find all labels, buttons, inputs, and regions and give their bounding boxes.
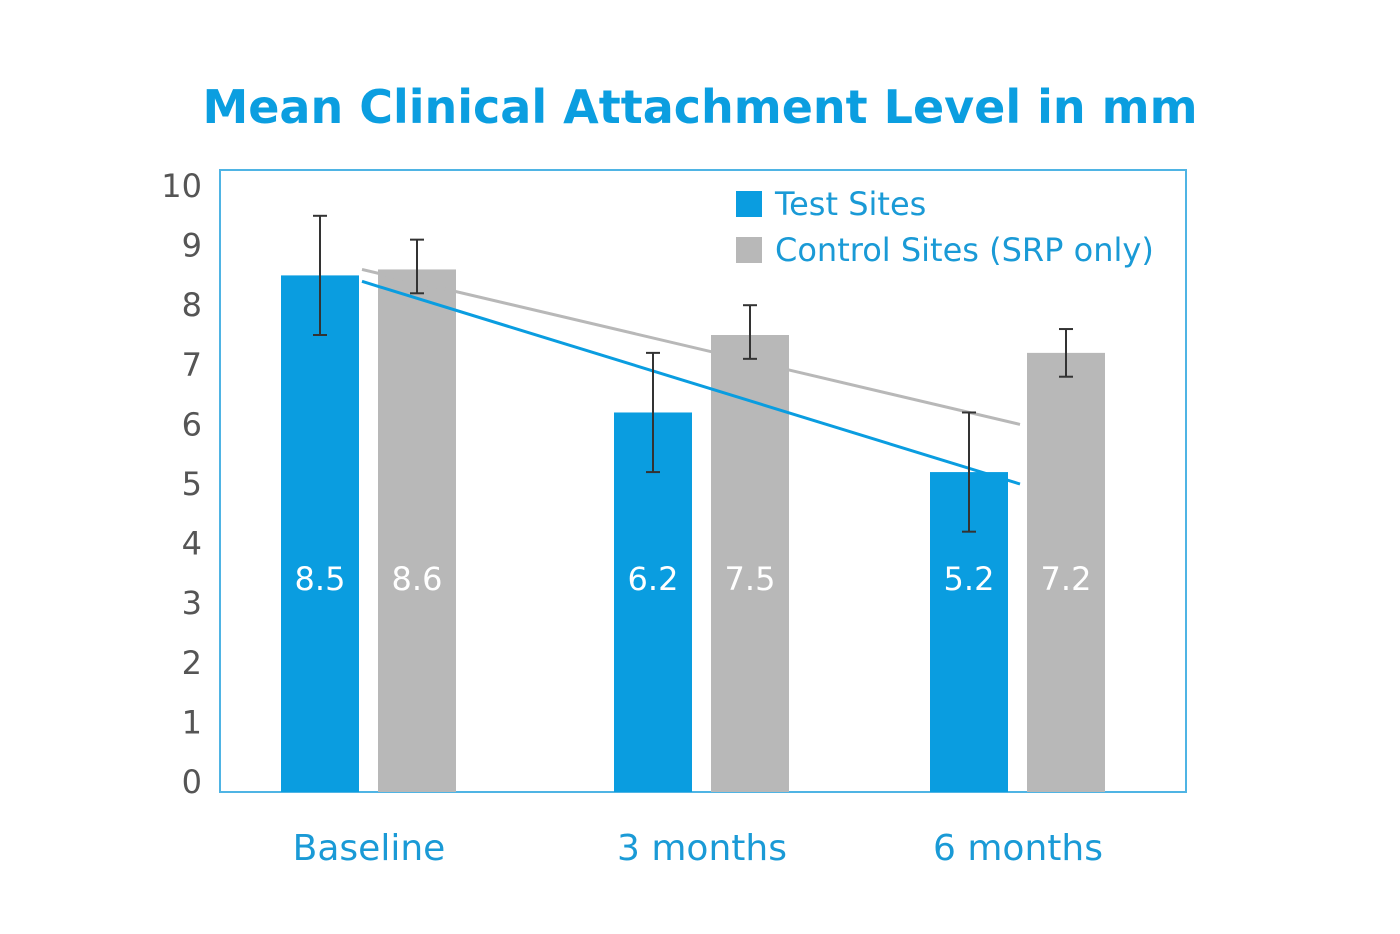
y-tick-label: 3 <box>182 584 202 622</box>
legend-swatch <box>736 237 762 263</box>
bar-value-label: 8.5 <box>295 560 346 598</box>
x-axis-ticks: Baseline 3 months 6 months <box>293 828 1103 869</box>
error-bar <box>962 411 976 533</box>
trendlines <box>361 267 1021 486</box>
y-tick-label: 8 <box>182 286 202 324</box>
chart-title: Mean Clinical Attachment Level in mm <box>202 80 1197 134</box>
y-tick-label: 6 <box>182 405 202 443</box>
bar-control-0 <box>378 269 456 792</box>
legend-label: Control Sites (SRP only) <box>775 231 1154 269</box>
bar-value-label: 8.6 <box>392 560 443 598</box>
x-tick-label: 6 months <box>933 828 1103 869</box>
legend-label: Test Sites <box>774 185 926 223</box>
bar-test-0 <box>281 275 359 792</box>
bar-test-1 <box>614 412 692 792</box>
y-tick-label: 4 <box>182 525 202 563</box>
bar-value-label: 6.2 <box>628 560 679 598</box>
error-bar <box>743 304 757 360</box>
trendline-control <box>361 267 1021 426</box>
error-bars <box>313 214 1073 533</box>
y-tick-label: 10 <box>161 167 202 205</box>
bar-control-1 <box>711 335 789 792</box>
bar-value-label: 5.2 <box>944 560 995 598</box>
x-tick-label: Baseline <box>293 828 446 869</box>
bar-value-label: 7.2 <box>1041 560 1092 598</box>
bar-value-label: 7.5 <box>725 560 776 598</box>
trendline-test <box>361 279 1021 486</box>
error-bar <box>313 214 327 336</box>
y-tick-label: 7 <box>182 346 202 384</box>
y-tick-label: 9 <box>182 227 202 265</box>
y-tick-label: 0 <box>182 763 202 801</box>
bars <box>281 269 1105 792</box>
legend-swatch <box>736 191 762 217</box>
y-tick-label: 2 <box>182 644 202 682</box>
bar-control-2 <box>1027 352 1105 792</box>
y-tick-label: 1 <box>182 703 202 741</box>
plot-frame <box>219 169 1187 793</box>
y-tick-label: 5 <box>182 465 202 503</box>
bar-labels: 8.5 6.2 5.2 8.6 7.5 7.2 <box>295 560 1092 598</box>
error-bar <box>410 238 424 295</box>
x-tick-label: 3 months <box>617 828 787 869</box>
y-axis-ticks: 0 1 2 3 4 5 6 7 8 9 10 <box>161 167 202 801</box>
error-bar <box>646 351 660 474</box>
legend: Test Sites Control Sites (SRP only) <box>736 185 1154 269</box>
error-bar <box>1059 328 1073 378</box>
